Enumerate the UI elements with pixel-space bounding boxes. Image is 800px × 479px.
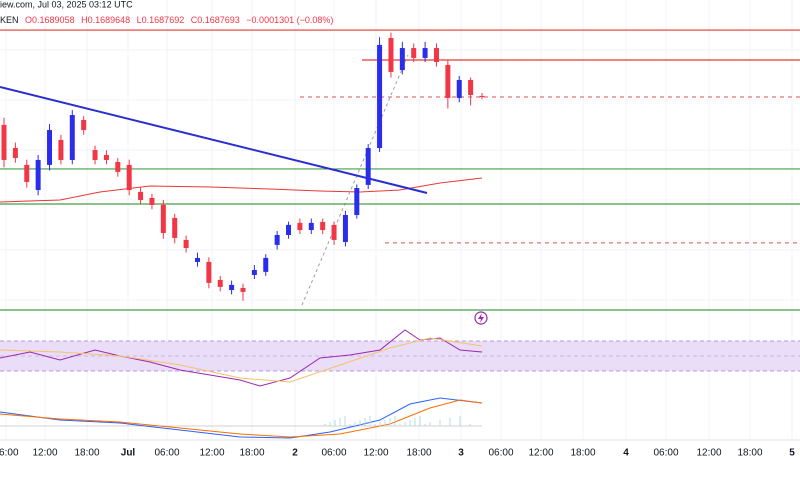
candle-body — [194, 257, 200, 262]
candle-body — [388, 37, 394, 72]
x-tick-label: 4 — [623, 448, 629, 459]
candle-body — [229, 284, 235, 291]
x-tick-label: 06:00 — [653, 448, 678, 459]
candle-body — [183, 239, 189, 248]
candle-body — [320, 221, 326, 231]
candle-body — [12, 148, 18, 158]
candle-body — [274, 234, 280, 245]
low: L0.1687692 — [137, 15, 185, 25]
candle-body — [479, 95, 485, 98]
symbol: KEN — [0, 15, 19, 25]
close: C0.1687693 — [191, 15, 240, 25]
candle-body — [35, 159, 41, 191]
change: −0.0001301 (−0.08%) — [246, 15, 333, 25]
header-source: iew.com, Jul 03, 2025 03:12 UTC — [0, 0, 133, 9]
moving-average — [0, 177, 483, 203]
x-tick-label: 12:00 — [363, 448, 388, 459]
macd-line — [0, 397, 483, 439]
candle-body — [377, 44, 383, 149]
candle-body — [365, 148, 371, 185]
high: H0.1689648 — [81, 15, 130, 25]
x-tick-label: 18:00 — [74, 448, 99, 459]
candle-body — [126, 164, 132, 191]
candle-body — [103, 155, 109, 160]
x-tick-label: 12:00 — [32, 448, 57, 459]
candle-body — [160, 204, 166, 233]
candle-body — [24, 164, 30, 182]
candle-body — [172, 217, 178, 238]
candle-body — [81, 119, 87, 131]
rsi-ma — [0, 337, 483, 383]
candle-body — [445, 64, 451, 98]
candle-body — [92, 150, 98, 160]
open: O0.1689058 — [25, 15, 75, 25]
candle-body — [1, 124, 7, 160]
candle-body — [354, 188, 360, 215]
x-tick-label: 06:00 — [488, 448, 513, 459]
candle-body — [217, 279, 223, 287]
event-icon[interactable] — [474, 311, 488, 325]
x-axis-labels: 06:00 12:00 18:00 Jul 06:00 12:00 18:00 2 06:00 1… — [0, 448, 795, 459]
x-tick-label: 06:00 — [154, 448, 179, 459]
x-tick-label: 12:00 — [696, 448, 721, 459]
candle-body — [468, 79, 474, 96]
candle-body — [456, 79, 462, 98]
candle-body — [206, 261, 212, 283]
signal-line — [0, 399, 483, 438]
candle-body — [411, 48, 417, 58]
candle-body — [308, 222, 314, 231]
x-tick-label: Jul — [121, 448, 136, 459]
x-tick-label: 18:00 — [239, 448, 264, 459]
candle-body — [433, 48, 439, 62]
candle-body — [297, 222, 303, 231]
candle-body — [331, 224, 337, 240]
candle-body — [47, 130, 53, 165]
header-quote: KEN O0.1689058 H0.1689648 L0.1687692 C0.… — [0, 15, 333, 25]
candle-body — [69, 115, 75, 160]
candle-body — [115, 161, 121, 172]
x-tick-label: 12:00 — [199, 448, 224, 459]
candle-body — [138, 191, 144, 200]
x-tick-label: 18:00 — [406, 448, 431, 459]
x-tick-label: 18:00 — [737, 448, 762, 459]
candle-body — [58, 139, 64, 160]
candle-body — [263, 257, 269, 272]
candle-body — [251, 270, 257, 275]
x-tick-label: 18:00 — [570, 448, 595, 459]
candle-body — [240, 287, 246, 292]
x-tick-label: 12:00 — [528, 448, 553, 459]
candle-body — [422, 48, 428, 58]
x-tick-label: 06:00 — [0, 448, 19, 459]
candle-body — [149, 197, 155, 205]
x-tick-label: 3 — [458, 448, 464, 459]
candle-body — [399, 48, 405, 71]
x-tick-label: 06:00 — [321, 448, 346, 459]
plot — [0, 29, 800, 426]
candle-body — [286, 224, 292, 235]
x-tick-label: 5 — [789, 448, 795, 459]
candle-body — [342, 214, 348, 242]
trendline — [0, 85, 428, 194]
x-axis — [0, 440, 800, 479]
x-tick-label: 2 — [292, 448, 298, 459]
